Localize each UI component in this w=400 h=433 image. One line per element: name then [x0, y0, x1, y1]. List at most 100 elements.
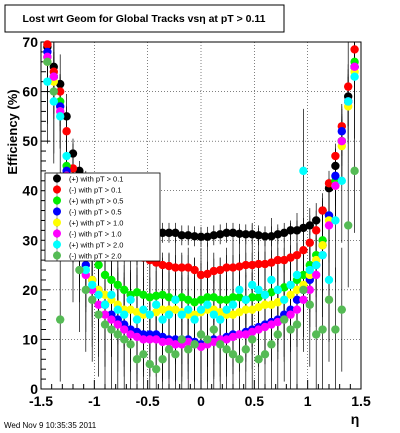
data-point [171, 263, 180, 272]
data-point [235, 293, 244, 302]
data-point [337, 127, 346, 136]
data-point [209, 231, 218, 240]
data-point [222, 345, 231, 354]
data-point [248, 280, 257, 290]
data-point [177, 231, 186, 240]
data-point [299, 285, 308, 295]
data-point [312, 260, 321, 270]
legend-marker [53, 185, 61, 194]
data-point [254, 231, 263, 240]
data-point [286, 325, 295, 334]
timestamp-footer: Wed Nov 9 10:35:35 2011 [4, 421, 97, 430]
data-point [120, 310, 129, 319]
data-point [100, 290, 110, 300]
data-point [126, 330, 135, 339]
data-point [171, 295, 180, 304]
data-point [177, 335, 186, 344]
data-point [286, 310, 295, 319]
data-point [280, 228, 289, 238]
data-point [139, 305, 148, 314]
data-point [209, 310, 218, 319]
data-point [120, 325, 129, 334]
data-point [267, 232, 276, 241]
data-point [43, 40, 52, 49]
data-point [158, 315, 167, 324]
data-point [216, 307, 225, 317]
data-point [145, 360, 154, 369]
legend-label: (+) with pT > 1.0 [69, 219, 123, 228]
data-point [216, 340, 225, 349]
data-point [56, 87, 65, 96]
data-point [292, 285, 302, 295]
data-point [280, 255, 289, 265]
data-point [305, 265, 314, 275]
data-point [152, 364, 161, 374]
data-point [228, 332, 238, 342]
data-point [305, 238, 314, 247]
data-point [248, 260, 257, 270]
data-point [228, 293, 238, 302]
title-box [4, 4, 285, 33]
legend-label: (-) with pT > 0.5 [69, 208, 122, 217]
data-point [267, 258, 276, 267]
data-point [171, 305, 180, 314]
data-point [299, 223, 308, 233]
legend-label: (-) with pT > 0.1 [69, 186, 122, 195]
data-point [196, 330, 206, 339]
data-point [344, 82, 353, 91]
data-point [88, 280, 97, 290]
data-point [68, 149, 78, 158]
data-point [177, 293, 186, 302]
data-point [132, 315, 142, 324]
x-tick-label: 1.5 [351, 393, 371, 409]
data-point [235, 307, 244, 317]
data-point [184, 305, 193, 314]
data-point [190, 340, 199, 349]
x-tick-label: 1 [304, 393, 312, 409]
data-point [286, 253, 295, 262]
data-point [81, 265, 91, 275]
data-point [164, 228, 174, 238]
data-point [113, 280, 123, 290]
data-point [280, 295, 289, 304]
data-point [216, 295, 225, 304]
data-point [184, 345, 193, 354]
data-point [331, 161, 340, 171]
data-point [331, 181, 340, 190]
data-point [299, 295, 308, 304]
data-point [145, 310, 154, 319]
data-point [254, 259, 263, 269]
y-tick-label: 10 [22, 331, 38, 347]
data-point [107, 315, 116, 324]
data-point [260, 322, 270, 332]
data-point [113, 330, 123, 339]
data-point [203, 300, 212, 309]
data-point [107, 325, 116, 334]
data-point [184, 231, 193, 240]
data-point [235, 262, 244, 271]
data-point [203, 232, 212, 242]
data-point [260, 259, 270, 269]
data-point [126, 295, 135, 304]
data-point [158, 290, 167, 300]
data-point [196, 305, 206, 314]
data-point [94, 260, 103, 270]
data-point [222, 263, 231, 272]
data-point [292, 226, 302, 235]
data-point [196, 295, 206, 304]
data-point [254, 293, 263, 302]
data-point [241, 330, 250, 339]
data-point [126, 340, 135, 349]
data-point [305, 300, 314, 309]
data-point [350, 45, 359, 54]
data-point [273, 330, 282, 339]
data-point [318, 206, 327, 215]
data-point [235, 355, 244, 364]
data-point [241, 260, 250, 270]
data-point [145, 293, 154, 302]
data-point [286, 290, 295, 300]
data-point [216, 265, 225, 275]
data-point [139, 290, 148, 300]
data-point [222, 335, 231, 344]
